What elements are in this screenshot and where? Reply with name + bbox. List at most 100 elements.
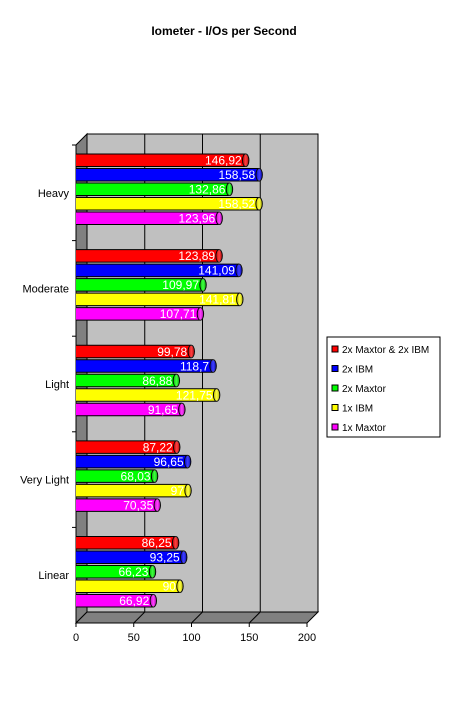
legend-swatch [331,365,339,372]
bar-body [76,359,214,373]
bar-body [76,183,230,196]
bar-cap-shade [176,579,184,593]
gridline-floor [133,611,146,624]
x-tick-label: 0 [73,632,79,644]
bar-cap-shade [235,264,243,277]
bar-cap-shade [151,469,158,483]
category-label: Light [45,379,69,391]
bar: 93,25 [76,550,188,564]
bar-body [76,278,204,292]
data-label: 86,88 [142,374,172,388]
bar: 66,23 [76,564,157,579]
bar-cap-shade [226,183,233,196]
bar-cap-shade [180,550,187,564]
bar-cap-shade [173,440,180,454]
bar-body [76,197,260,211]
bar-body [76,403,182,416]
chart-title: Iometer - I/Os per Second [151,24,296,38]
x-tick-label: 150 [240,632,258,644]
legend-label: 1x Maxtor [342,423,387,434]
bar: 123,89 [76,249,223,263]
bar-body [76,469,155,483]
bar-body [76,307,201,321]
bar-cap-shade [255,168,263,182]
data-label: 70,35 [123,498,153,512]
data-label: 141,81 [199,293,236,307]
bar-body [76,594,154,607]
bar-body [76,550,184,564]
bar-cap-shade [150,594,157,607]
bar: 121,75 [76,388,221,402]
legend-swatch [331,423,339,431]
data-label: 97 [171,484,185,498]
bar-body [76,498,158,512]
data-label: 68,03 [121,469,151,483]
bar-body [76,293,240,306]
bar: 158,58 [76,168,263,182]
bar-cap-shade [236,293,243,306]
legend-swatch [331,404,339,411]
bar-cap-shade [184,484,192,497]
bar: 86,25 [76,535,180,550]
bar: 97 [76,483,192,498]
bar: 158,52 [76,197,263,211]
gridline-floor [248,611,261,624]
bar-cap-shade [149,565,156,578]
bar-body [76,388,217,402]
data-label: 96,65 [154,455,184,469]
data-label: 93,25 [150,550,180,564]
bar-body [76,455,188,468]
legend-label: 2x IBM [342,365,373,376]
bar-cap-shade [154,498,161,512]
bar-cap-shade [255,197,263,211]
data-label: 66,92 [119,594,149,608]
bar: 107,71 [76,307,205,321]
data-label: 141,09 [198,264,235,278]
bar: 66,92 [76,593,157,608]
data-label: 91,65 [148,403,178,417]
data-label: 146,92 [205,154,242,168]
bar-body [76,579,180,593]
data-label: 66,23 [118,565,148,579]
data-label: 158,52 [218,197,255,211]
bar-cap-shade [215,212,223,225]
category-label: Heavy [38,188,70,200]
legend-swatch [331,345,339,353]
legend-swatch [331,384,339,392]
x-tick-label: 200 [298,632,316,644]
bar: 109,97 [76,278,207,292]
data-label: 86,25 [142,536,172,550]
bar-body [76,484,189,497]
bar-cap-shade [188,345,195,358]
bar-body [76,249,220,263]
data-label: 158,58 [218,168,255,182]
category-label: Linear [38,570,69,582]
bar-body [76,536,176,549]
data-label: 132,86 [189,183,226,197]
bar: 86,88 [76,373,181,388]
bar: 68,03 [76,469,159,483]
legend-box [326,336,441,438]
plot-area: 0 50 100 150 200 Heavy 146,92158,58132,86158,5… [20,132,320,644]
bar: 91,65 [76,402,186,417]
bar-body [76,565,153,578]
category-label: Moderate [23,283,69,295]
data-label: 121,75 [176,388,213,402]
category-label: Very Light [20,475,69,487]
legend-label: 2x Maxtor & 2x IBM [342,345,429,356]
bar-cap-shade [173,374,180,387]
bar-body [76,154,246,167]
bar: 87,22 [76,440,181,454]
bar-body [76,168,260,182]
bar-body [76,440,177,454]
bar-body [76,374,177,387]
data-label: 118,7 [180,359,209,373]
bar-body [76,345,192,358]
bar: 146,92 [76,153,250,168]
bar-cap-shade [184,455,191,468]
bar-cap-shade [172,536,179,549]
bar-cap-shade [213,388,220,402]
data-label: 87,22 [143,440,173,454]
data-label: 123,89 [178,249,215,263]
